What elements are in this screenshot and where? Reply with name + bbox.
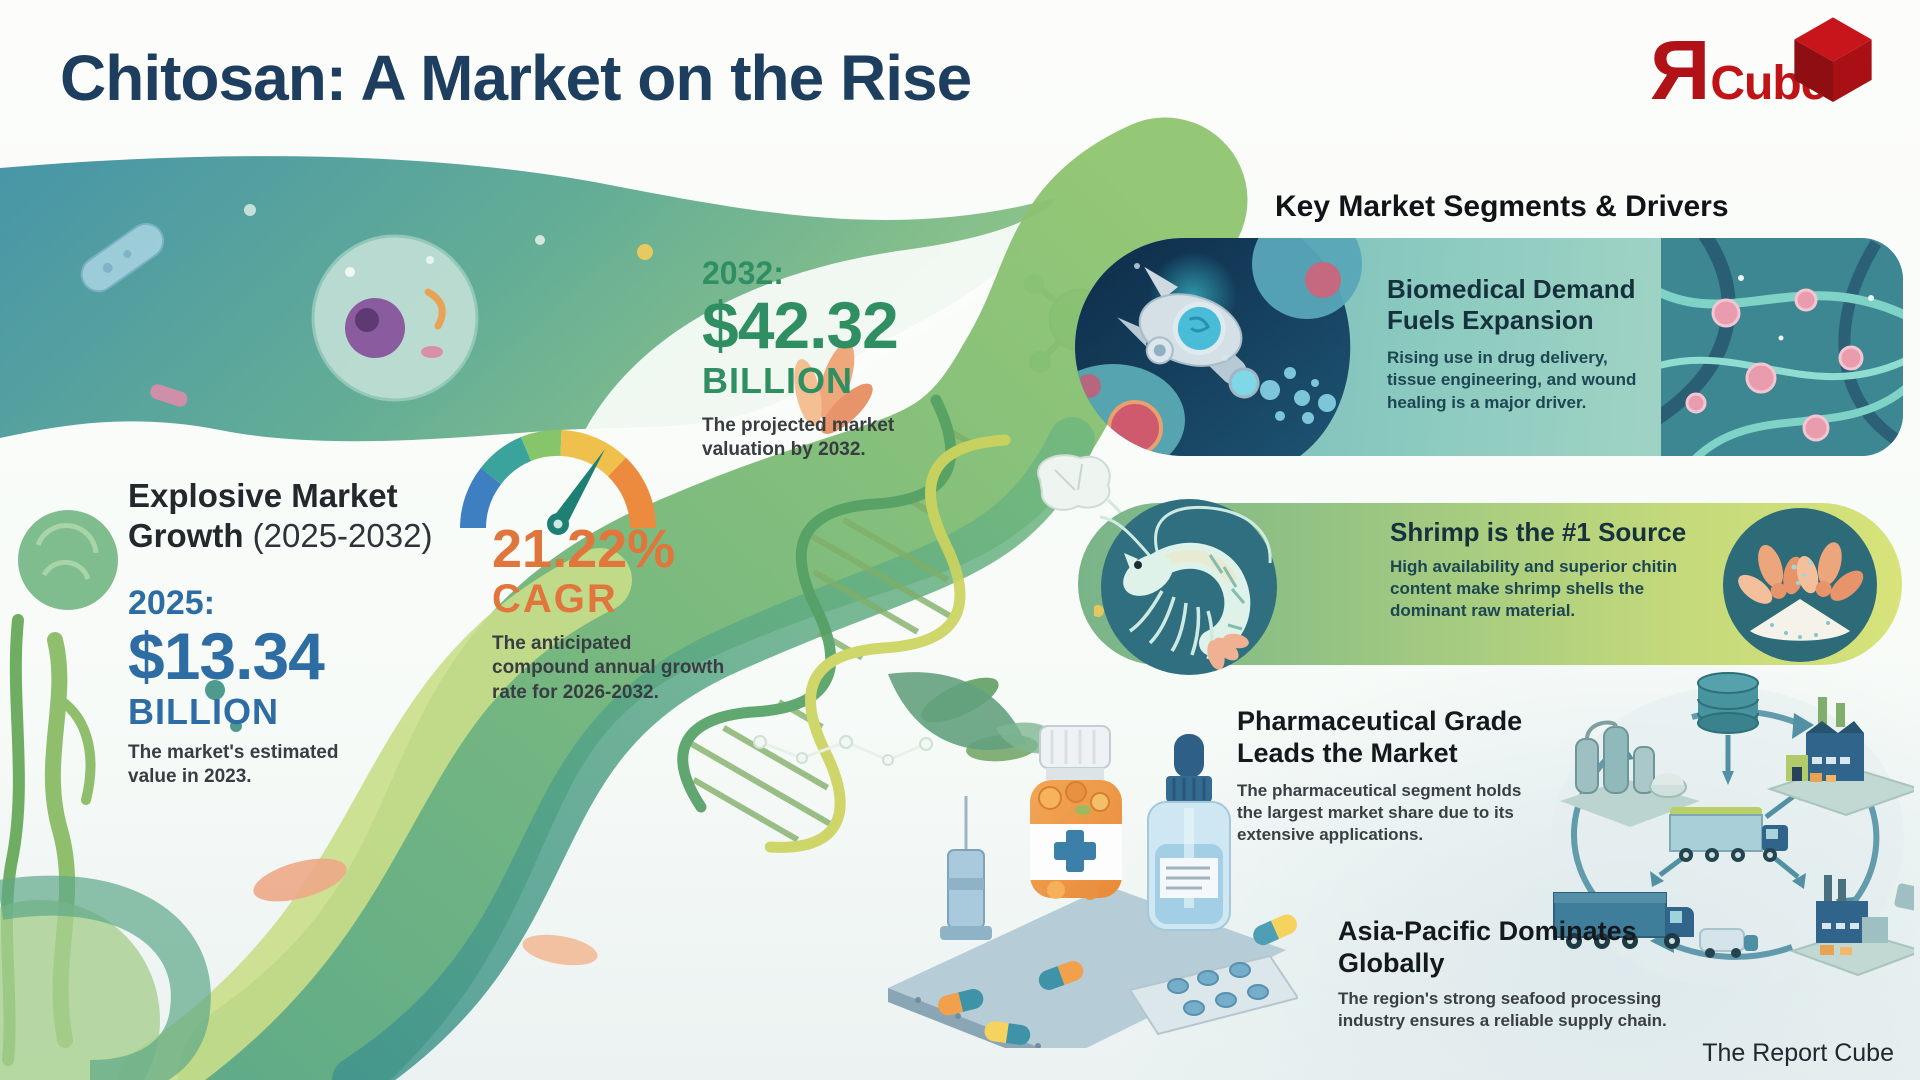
capsule-icon xyxy=(984,1021,1031,1045)
shrimp-illustration xyxy=(1094,499,1277,675)
cell-illustration xyxy=(311,234,479,402)
syringe-icon xyxy=(940,796,992,940)
gauge-needle xyxy=(551,449,605,528)
growth-unit: BILLION xyxy=(128,691,279,733)
projection-stat-block: 2032: $42.32 BILLION The projected marke… xyxy=(702,255,942,463)
shell-left xyxy=(1738,544,1804,604)
segment-title: Shrimp is the #1 Source xyxy=(1390,517,1687,547)
nanobot-illustration xyxy=(1075,238,1362,456)
footer-credit: The Report Cube xyxy=(1702,1039,1894,1067)
dropper-bottle-icon xyxy=(1147,734,1231,931)
shell-right xyxy=(1796,542,1864,601)
microbe-illustration xyxy=(150,384,188,407)
shell-deco-illustration xyxy=(794,342,873,434)
growth-heading: Explosive Market Growth (2025-2032) xyxy=(128,476,458,557)
segment-title: Asia-Pacific Dominates Globally xyxy=(1338,916,1637,978)
growth-year-label: 2025: xyxy=(128,583,215,622)
cagr-stat-block: 21.22% CAGR The anticipated compound ann… xyxy=(492,522,742,705)
seaweed-illustration xyxy=(0,510,598,1080)
growth-value: $13.34 xyxy=(128,618,325,693)
projection-caption: The projected market valuation by 2032. xyxy=(702,414,895,461)
brand-logo: ЯCube xyxy=(1650,17,1875,140)
nanobot-body xyxy=(1117,266,1260,399)
factory-icon xyxy=(1788,875,1914,977)
segment-title: Pharmaceutical Grade Leads the Market xyxy=(1237,706,1523,768)
panel-biomedical: Biomedical Demand Fuels Expansion Rising… xyxy=(1075,238,1903,456)
capsule-icon xyxy=(1038,961,1084,990)
bubbles xyxy=(1260,367,1336,424)
segments-heading: Key Market Segments & Drivers xyxy=(1275,190,1729,223)
dna-helix-illustration xyxy=(677,394,1011,853)
panel-shrimp: Shrimp is the #1 Source High availabilit… xyxy=(1078,499,1902,675)
cube-logo-icon xyxy=(1794,17,1872,102)
segment-shrimp-text: Shrimp is the #1 Source High availabilit… xyxy=(1390,517,1700,622)
shrimp-shells-illustration xyxy=(1723,508,1877,662)
van-icon xyxy=(1699,928,1758,958)
gauge-icon xyxy=(460,429,656,535)
segment-body: The region's strong seafood processing i… xyxy=(1338,988,1667,1030)
chitin-chain-icon xyxy=(753,735,933,766)
segment-pharma-text: Pharmaceutical Grade Leads the Market Th… xyxy=(1237,706,1567,846)
supply-chain-illustration xyxy=(1552,672,1914,987)
factory-icon xyxy=(1766,697,1914,817)
blister-pack-icon xyxy=(1128,954,1298,1036)
segment-biomedical-text: Biomedical Demand Fuels Expansion Rising… xyxy=(1387,274,1645,414)
chitosan-powder xyxy=(1750,599,1850,641)
spore-dot xyxy=(637,244,653,260)
database-icon xyxy=(1697,672,1759,734)
segment-body: The pharmaceutical segment holds the lar… xyxy=(1237,780,1522,844)
projection-year-label: 2032: xyxy=(702,255,784,291)
shrimp-tail-fan xyxy=(1207,633,1249,670)
capsule-icon xyxy=(938,988,984,1016)
segment-asia-text: Asia-Pacific Dominates Globally The regi… xyxy=(1338,916,1698,1032)
algae-band-illustration xyxy=(0,156,1058,442)
truck-icon xyxy=(1669,807,1788,862)
logo-letter: Я xyxy=(1650,23,1711,117)
processing-plant-icon xyxy=(1560,720,1700,827)
cagr-value: 21.22% xyxy=(492,519,676,579)
projection-value: $42.32 xyxy=(702,288,899,363)
segment-body: Rising use in drug delivery, tissue engi… xyxy=(1387,348,1637,412)
pharma-products-illustration xyxy=(888,672,1298,1048)
pill-bottle-icon xyxy=(1030,725,1122,900)
cagr-caption: The anticipated compound annual growth r… xyxy=(492,633,725,703)
segment-body: High availability and superior chitin co… xyxy=(1390,556,1678,620)
page-title: Chitosan: A Market on the Rise xyxy=(60,42,972,114)
tissue-scaffold-illustration xyxy=(1661,238,1903,456)
growth-period: (2025-2032) xyxy=(252,517,433,555)
capsule-icon xyxy=(1253,914,1297,946)
segment-title: Biomedical Demand Fuels Expansion xyxy=(1387,274,1636,335)
truck-icon xyxy=(1553,892,1694,949)
cagr-label: CAGR xyxy=(492,577,618,621)
growth-stat-block: Explosive Market Growth (2025-2032) 2025… xyxy=(128,476,463,789)
projection-unit: BILLION xyxy=(702,360,853,402)
growth-caption: The market's estimated value in 2023. xyxy=(128,741,339,787)
bacteria-illustration xyxy=(80,222,165,293)
growth-heading-text: Explosive Market Growth xyxy=(128,477,398,555)
